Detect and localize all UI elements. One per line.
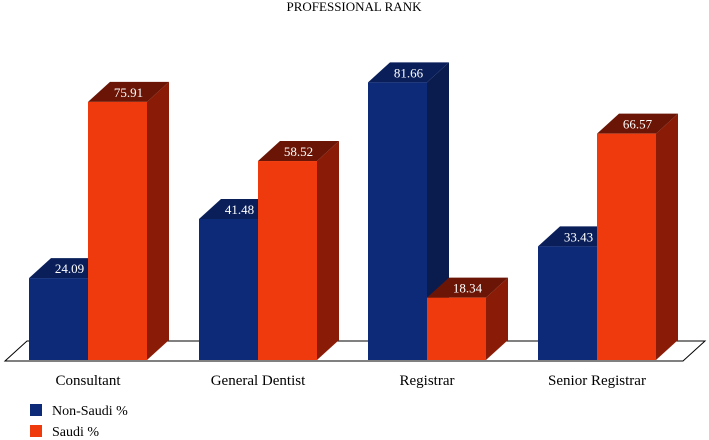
data-label: 75.91 <box>114 85 143 100</box>
legend-swatch <box>30 425 42 437</box>
bar-side <box>317 141 339 360</box>
data-label: 41.48 <box>225 202 254 217</box>
bar-top <box>368 62 449 83</box>
x-tick-label: Registrar <box>400 373 455 389</box>
data-label: 81.66 <box>394 65 424 80</box>
bar <box>427 297 486 360</box>
bar <box>88 101 147 360</box>
bar <box>29 278 88 360</box>
bar-top <box>597 113 678 134</box>
legend-swatch <box>30 404 42 416</box>
floor-plane <box>3 340 707 362</box>
bar <box>368 82 427 360</box>
data-label: 24.09 <box>55 261 84 276</box>
bar-side <box>147 81 169 360</box>
bar <box>597 133 656 360</box>
bar-side <box>486 277 508 360</box>
data-label: 58.52 <box>284 144 313 159</box>
chart-title: PROFESSIONAL RANK <box>287 0 423 14</box>
x-tick-label: Consultant <box>55 373 121 389</box>
x-tick-label: General Dentist <box>211 373 306 389</box>
data-label: 66.57 <box>623 117 653 132</box>
data-label: 18.34 <box>453 281 483 296</box>
bar-top <box>88 81 169 102</box>
data-labels: 24.09 75.91 41.48 58.52 81.66 18.34 33.43 66.57 <box>55 65 653 295</box>
bars <box>29 62 678 361</box>
bar-side <box>656 113 678 360</box>
bar-top <box>258 141 339 162</box>
chart-floor <box>3 340 707 362</box>
legend: Non-Saudi % Saudi % <box>30 404 128 440</box>
x-tick-label: Senior Registrar <box>548 373 646 389</box>
data-label: 33.43 <box>564 229 593 244</box>
legend-label: Saudi % <box>52 425 99 440</box>
bar <box>538 246 597 360</box>
x-axis-tick-labels: Consultant General Dentist Registrar Senior… <box>55 373 645 389</box>
legend-label: Non-Saudi % <box>52 404 128 419</box>
bar <box>258 161 317 360</box>
bar-top <box>427 277 508 298</box>
bar <box>199 218 258 360</box>
